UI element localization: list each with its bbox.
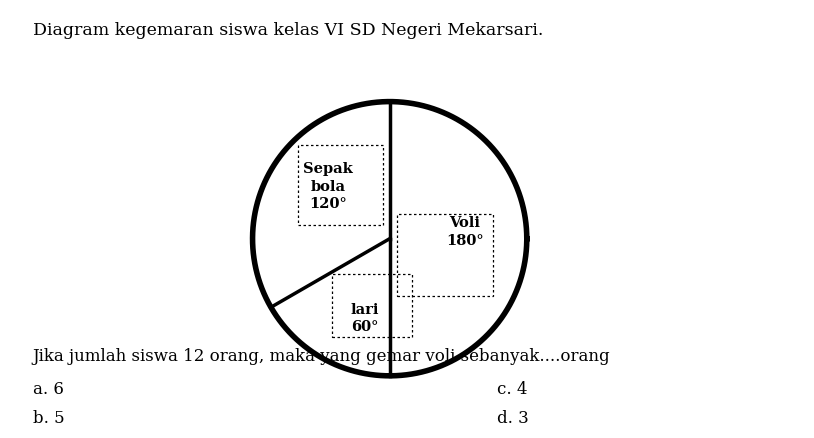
Text: Sepak
bola
120°: Sepak bola 120° — [303, 162, 352, 211]
Bar — [298, 145, 383, 225]
Text: a. 6: a. 6 — [33, 381, 63, 398]
Polygon shape — [252, 102, 527, 376]
Text: b. 5: b. 5 — [33, 410, 64, 427]
Text: Diagram kegemaran siswa kelas VI SD Negeri Mekarsari.: Diagram kegemaran siswa kelas VI SD Nege… — [33, 22, 543, 39]
Text: c. 4: c. 4 — [497, 381, 527, 398]
Bar — [396, 214, 492, 296]
Text: lari
60°: lari 60° — [351, 303, 379, 334]
Text: Jika jumlah siswa 12 orang, maka yang gemar voli sebanyak....orang: Jika jumlah siswa 12 orang, maka yang ge… — [33, 348, 610, 365]
Text: d. 3: d. 3 — [497, 410, 528, 427]
Text: Voli
180°: Voli 180° — [446, 216, 484, 247]
Bar — [332, 274, 412, 337]
Polygon shape — [271, 239, 390, 376]
Polygon shape — [390, 102, 527, 376]
Polygon shape — [252, 102, 390, 307]
